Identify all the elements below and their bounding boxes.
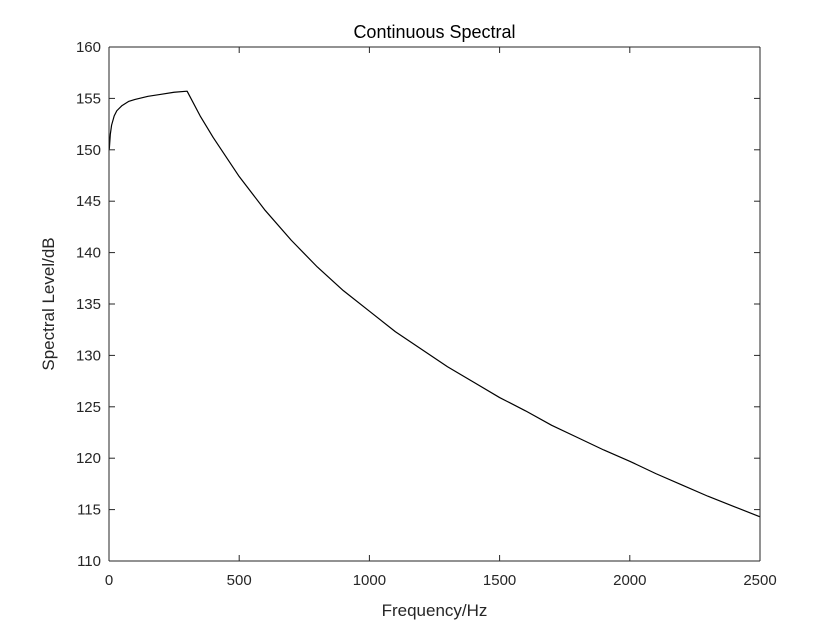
plot-background <box>109 47 760 561</box>
y-tick-label: 130 <box>76 347 101 364</box>
series-layer <box>108 90 761 518</box>
x-tick-label: 1500 <box>483 572 516 589</box>
y-tick-label: 160 <box>76 39 101 56</box>
y-tick-label: 145 <box>76 193 101 210</box>
x-tick-label: 0 <box>105 572 113 589</box>
x-axis-title: Frequency/Hz <box>382 601 488 620</box>
x-tick-label: 1000 <box>353 572 386 589</box>
y-tick-label: 115 <box>77 502 101 519</box>
plot-area: 0 500 1000 1500 2000 2500 110 115 120 125 130 135 14… <box>76 39 777 589</box>
y-tick-label: 150 <box>76 142 101 159</box>
series-line <box>108 90 761 518</box>
y-tick-label: 155 <box>76 90 101 107</box>
y-tick-label: 140 <box>76 245 101 262</box>
x-tick-label: 2500 <box>743 572 776 589</box>
ticks-layer: 0 500 1000 1500 2000 2500 110 115 120 125 130 135 14… <box>76 39 777 589</box>
y-tick-label: 125 <box>76 399 101 416</box>
y-tick-label: 110 <box>77 553 101 570</box>
x-tick-label: 2000 <box>613 572 646 589</box>
y-tick-label: 120 <box>76 450 101 467</box>
x-tick-label: 500 <box>227 572 252 589</box>
y-axis-title: Spectral Level/dB <box>39 237 58 370</box>
y-tick-label: 135 <box>76 296 101 313</box>
chart-title: Continuous Spectral <box>353 22 515 42</box>
